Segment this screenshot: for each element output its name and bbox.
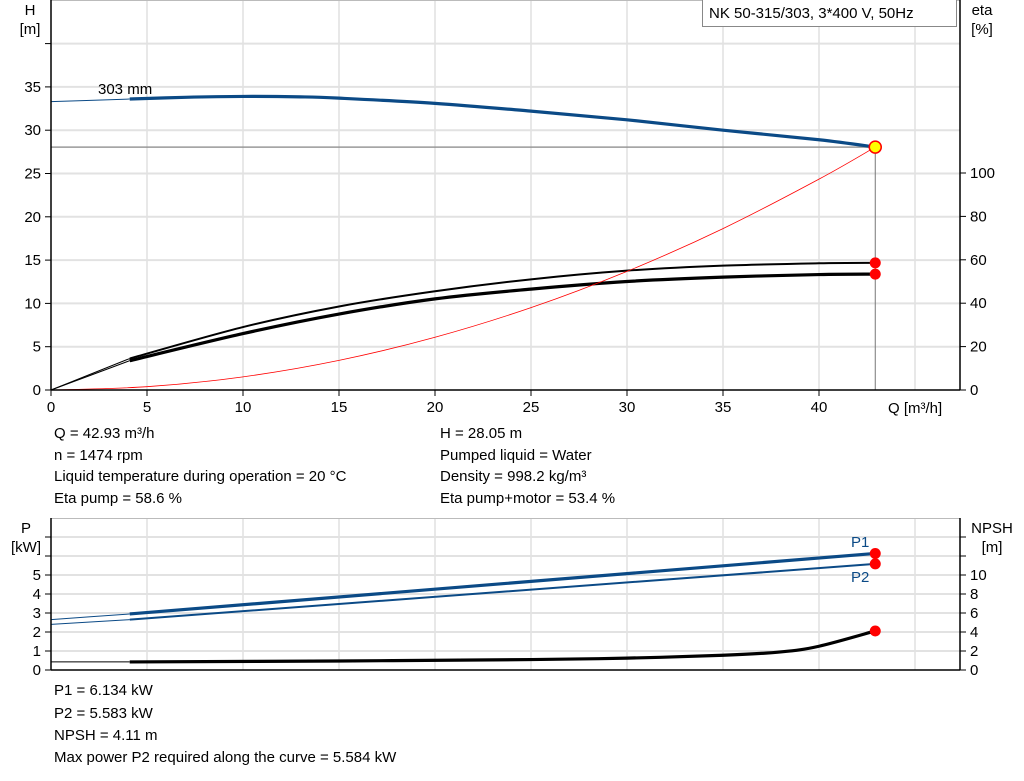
head-extrapolated-line (50, 98, 130, 103)
h-axis-label: H (25, 2, 36, 19)
x-tick-label: 10 (235, 399, 252, 416)
info-speed: n = 1474 rpm (54, 447, 143, 464)
x-tick-label: 20 (427, 399, 444, 416)
info-p2: P2 = 5.583 kW (54, 705, 153, 722)
x-tick-label: 40 (811, 399, 828, 416)
x-tick-label: 30 (619, 399, 636, 416)
left-tick-label: 5 (33, 567, 41, 584)
left-tick-label: 10 (24, 295, 41, 312)
eta-pump-curve (129, 261, 876, 360)
x-tick-label: 0 (47, 399, 55, 416)
P1-curve (129, 551, 876, 616)
info-eta-pump-motor: Eta pump+motor = 53.4 % (440, 490, 616, 507)
NPSH-curve (129, 629, 876, 664)
p1-series-label: P1 (851, 534, 869, 551)
duty-point-marker (869, 558, 881, 570)
right-tick-label: 0 (970, 662, 978, 679)
right-tick-label: 4 (970, 624, 978, 641)
P1-extrapolated-line (50, 613, 130, 621)
eta-axis-unit: [%] (971, 21, 993, 38)
operating-point-marker (868, 140, 883, 154)
grid (51, 0, 960, 670)
duty-point-marker (869, 257, 881, 269)
right-tick-label: 0 (970, 382, 978, 399)
P2-curve (129, 562, 876, 621)
left-tick-label: 4 (33, 586, 41, 603)
left-tick-label: 20 (24, 209, 41, 226)
left-tick-label: 35 (24, 79, 41, 96)
x-tick-label: 35 (715, 399, 732, 416)
impeller-diameter-label: 303 mm (98, 81, 152, 98)
p-axis-unit: [kW] (11, 539, 41, 556)
left-tick-label: 5 (33, 339, 41, 356)
npsh-axis-unit: [m] (982, 539, 1003, 556)
curves (50, 94, 883, 664)
right-tick-label: 10 (970, 567, 987, 584)
right-tick-label: 8 (970, 586, 978, 603)
h-axis-unit: [m] (20, 21, 41, 38)
info-density: Density = 998.2 kg/m³ (440, 468, 587, 485)
info-max-power: Max power P2 required along the curve = … (54, 749, 397, 766)
pump-title-box: NK 50-315/303, 3*400 V, 50Hz (702, 0, 957, 27)
left-tick-label: 3 (33, 605, 41, 622)
left-tick-label: 30 (24, 122, 41, 139)
right-tick-label: 40 (970, 295, 987, 312)
left-tick-label: 0 (33, 382, 41, 399)
info-q: Q = 42.93 m³/h (54, 425, 155, 442)
eta-pump-motor-curve (129, 272, 876, 363)
P2-extrapolated-line (50, 619, 130, 625)
info-liquid: Pumped liquid = Water (440, 447, 592, 464)
x-tick-label: 25 (523, 399, 540, 416)
right-tick-label: 2 (970, 643, 978, 660)
p2-series-label: P2 (851, 569, 869, 586)
left-tick-label: 15 (24, 252, 41, 269)
info-npsh: NPSH = 4.11 m (54, 727, 158, 744)
x-tick-label: 15 (331, 399, 348, 416)
info-head: H = 28.05 m (440, 425, 523, 442)
right-tick-label: 20 (970, 339, 987, 356)
left-tick-label: 1 (33, 643, 41, 660)
q-axis-label: Q [m³/h] (888, 400, 942, 417)
system-curve-curve (50, 146, 876, 391)
left-tick-label: 0 (33, 662, 41, 679)
left-tick-label: 2 (33, 624, 41, 641)
left-tick-label: 25 (24, 166, 41, 183)
right-tick-label: 80 (970, 208, 987, 225)
x-tick-label: 5 (143, 399, 151, 416)
p-axis-label: P (21, 520, 31, 537)
head-curve (129, 94, 876, 149)
duty-point-marker (869, 268, 881, 280)
info-temperature: Liquid temperature during operation = 20… (54, 468, 347, 485)
info-eta-pump: Eta pump = 58.6 % (54, 490, 182, 507)
right-tick-label: 60 (970, 252, 987, 269)
duty-point-marker (869, 625, 881, 637)
eta-axis-label: eta (972, 2, 994, 19)
right-tick-label: 100 (970, 165, 995, 182)
npsh-axis-label: NPSH (971, 520, 1013, 537)
info-p1: P1 = 6.134 kW (54, 682, 153, 699)
eta-pump-motor-extrapolated-line (50, 360, 130, 391)
duty-point-marker (869, 547, 881, 559)
right-tick-label: 6 (970, 605, 978, 622)
